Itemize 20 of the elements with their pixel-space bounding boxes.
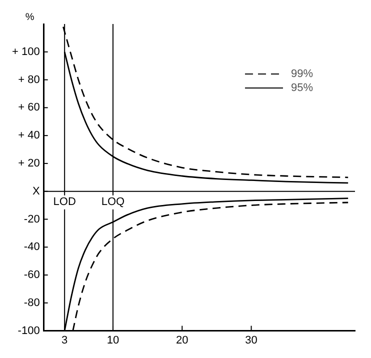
y-tick-label: -20 — [24, 213, 40, 226]
y-tick-label: + 80 — [18, 74, 40, 86]
y-tick-label: + 100 — [12, 46, 40, 58]
y-tick-label: X — [32, 185, 40, 198]
y-tick-label: -80 — [24, 296, 40, 309]
x-tick-label: 30 — [245, 334, 258, 346]
x-tick-label: 20 — [176, 334, 188, 346]
y-tick-label: -40 — [24, 241, 40, 254]
y-tick-label: + 20 — [18, 157, 40, 170]
ref-line-label: LOQ — [101, 196, 126, 208]
y-tick-label: + 40 — [18, 130, 40, 142]
y-tick-label: -100 — [18, 324, 40, 337]
y-axis-title: % — [25, 12, 34, 23]
legend-label: 95% — [291, 82, 314, 94]
ref-line-label: LOD — [53, 196, 76, 208]
y-tick-label: -60 — [24, 269, 40, 282]
x-tick-label: 10 — [106, 334, 120, 346]
x-tick-label: 3 — [62, 334, 68, 346]
y-tick-label: + 60 — [18, 102, 40, 114]
legend-label: 99% — [291, 68, 314, 80]
